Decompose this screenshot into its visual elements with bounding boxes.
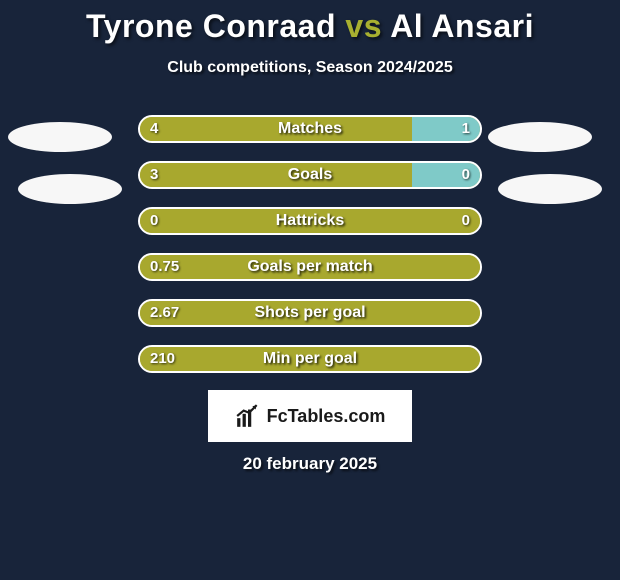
bar-left: [140, 347, 480, 371]
stat-row: 0.75Goals per match: [0, 253, 620, 281]
stat-value-left: 4: [150, 115, 158, 143]
stat-value-left: 3: [150, 161, 158, 189]
bar-track: [138, 115, 482, 143]
bar-left: [140, 255, 480, 279]
fctables-icon: [235, 403, 261, 429]
bar-left: [140, 209, 480, 233]
bar-left: [140, 301, 480, 325]
bar-track: [138, 345, 482, 373]
stat-value-right: 0: [462, 207, 470, 235]
stat-value-right: 1: [462, 115, 470, 143]
bar-track: [138, 207, 482, 235]
stat-value-left: 210: [150, 345, 175, 373]
date-line: 20 february 2025: [0, 454, 620, 474]
footer-logo[interactable]: FcTables.com: [208, 390, 412, 442]
bar-track: [138, 161, 482, 189]
stat-value-left: 0: [150, 207, 158, 235]
subtitle: Club competitions, Season 2024/2025: [0, 59, 620, 77]
title-player2: Al Ansari: [390, 8, 534, 44]
team-logo-right: [498, 174, 602, 204]
stat-value-left: 0.75: [150, 253, 179, 281]
title: Tyrone Conraad vs Al Ansari: [0, 0, 620, 45]
bar-track: [138, 253, 482, 281]
title-vs: vs: [345, 8, 382, 44]
bar-left: [140, 117, 412, 141]
team-logo-left: [18, 174, 122, 204]
comparison-card: Tyrone Conraad vs Al Ansari Club competi…: [0, 0, 620, 580]
stat-value-right: 0: [462, 161, 470, 189]
bar-track: [138, 299, 482, 327]
stat-row: 210Min per goal: [0, 345, 620, 373]
footer-logo-text: FcTables.com: [267, 406, 386, 427]
stat-row: 00Hattricks: [0, 207, 620, 235]
bar-left: [140, 163, 412, 187]
team-logo-right: [488, 122, 592, 152]
chart-area: 41Matches30Goals00Hattricks0.75Goals per…: [0, 115, 620, 373]
team-logo-left: [8, 122, 112, 152]
title-player1: Tyrone Conraad: [86, 8, 336, 44]
stat-value-left: 2.67: [150, 299, 179, 327]
stat-row: 2.67Shots per goal: [0, 299, 620, 327]
